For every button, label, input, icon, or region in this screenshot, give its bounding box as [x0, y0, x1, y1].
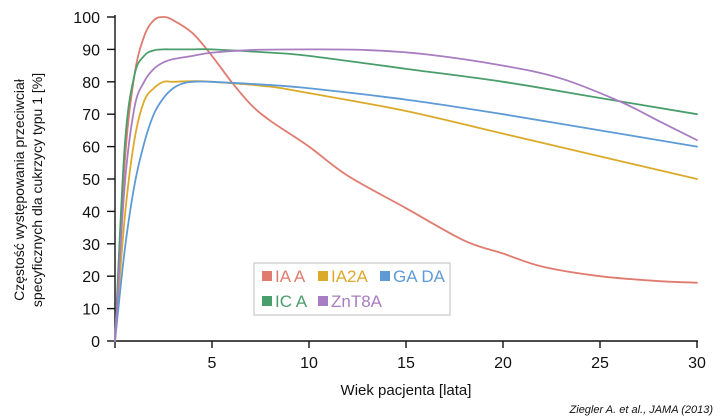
legend-label: ZnT8A — [331, 292, 383, 311]
series-line-ia-a — [114, 16, 698, 342]
y-tick-label: 80 — [82, 75, 100, 92]
legend-label: IA2A — [331, 267, 369, 286]
x-tick-label: 15 — [397, 355, 415, 372]
y-tick-label: 50 — [82, 172, 100, 189]
x-tick-label: 25 — [591, 355, 609, 372]
legend: IA A IA2A GA DA IC A ZnT8A — [253, 262, 451, 316]
y-tick-label: 20 — [82, 269, 100, 286]
y-tick-label: 100 — [73, 10, 100, 27]
x-tick-label: 20 — [494, 355, 512, 372]
legend-label: IA A — [275, 267, 306, 286]
legend-swatch — [380, 271, 390, 281]
y-tick-label: 30 — [82, 237, 100, 254]
legend-label: GA DA — [393, 267, 446, 286]
series-line-ga-da — [114, 80, 698, 342]
legend-swatch — [262, 296, 272, 306]
x-tick-label: 10 — [300, 355, 318, 372]
x-tick-label: 5 — [208, 355, 217, 372]
x-tick-label: 30 — [688, 355, 706, 372]
source-citation: Ziegler A. et al., JAMA (2013) — [569, 404, 713, 416]
y-tick-label: 10 — [82, 302, 100, 319]
x-axis-label: Wiek pacjenta [lata] — [341, 382, 472, 399]
y-tick-label: 70 — [82, 107, 100, 124]
y-tick-label: 0 — [91, 334, 100, 351]
legend-label: IC A — [275, 292, 308, 311]
y-tick-label: 90 — [82, 42, 100, 59]
y-tick-label: 60 — [82, 140, 100, 157]
legend-swatch — [262, 271, 272, 281]
legend-swatch — [318, 271, 328, 281]
y-axis-label-line-2: specyficznych dla cukrzycy typu 1 [%] — [29, 73, 45, 307]
y-axis: 0 10 20 30 40 50 60 70 80 90 100 — [73, 10, 116, 351]
legend-swatch — [318, 296, 328, 306]
x-axis: 5 10 15 20 25 30 — [114, 340, 706, 372]
y-tick-label: 40 — [82, 204, 100, 221]
series-line-ic-a — [114, 48, 698, 342]
legend-box — [253, 262, 451, 316]
y-axis-label-line-1: Częstość występowania przeciwciał — [11, 78, 27, 301]
series-layer — [114, 16, 698, 342]
series-line-znt8a — [114, 48, 698, 342]
